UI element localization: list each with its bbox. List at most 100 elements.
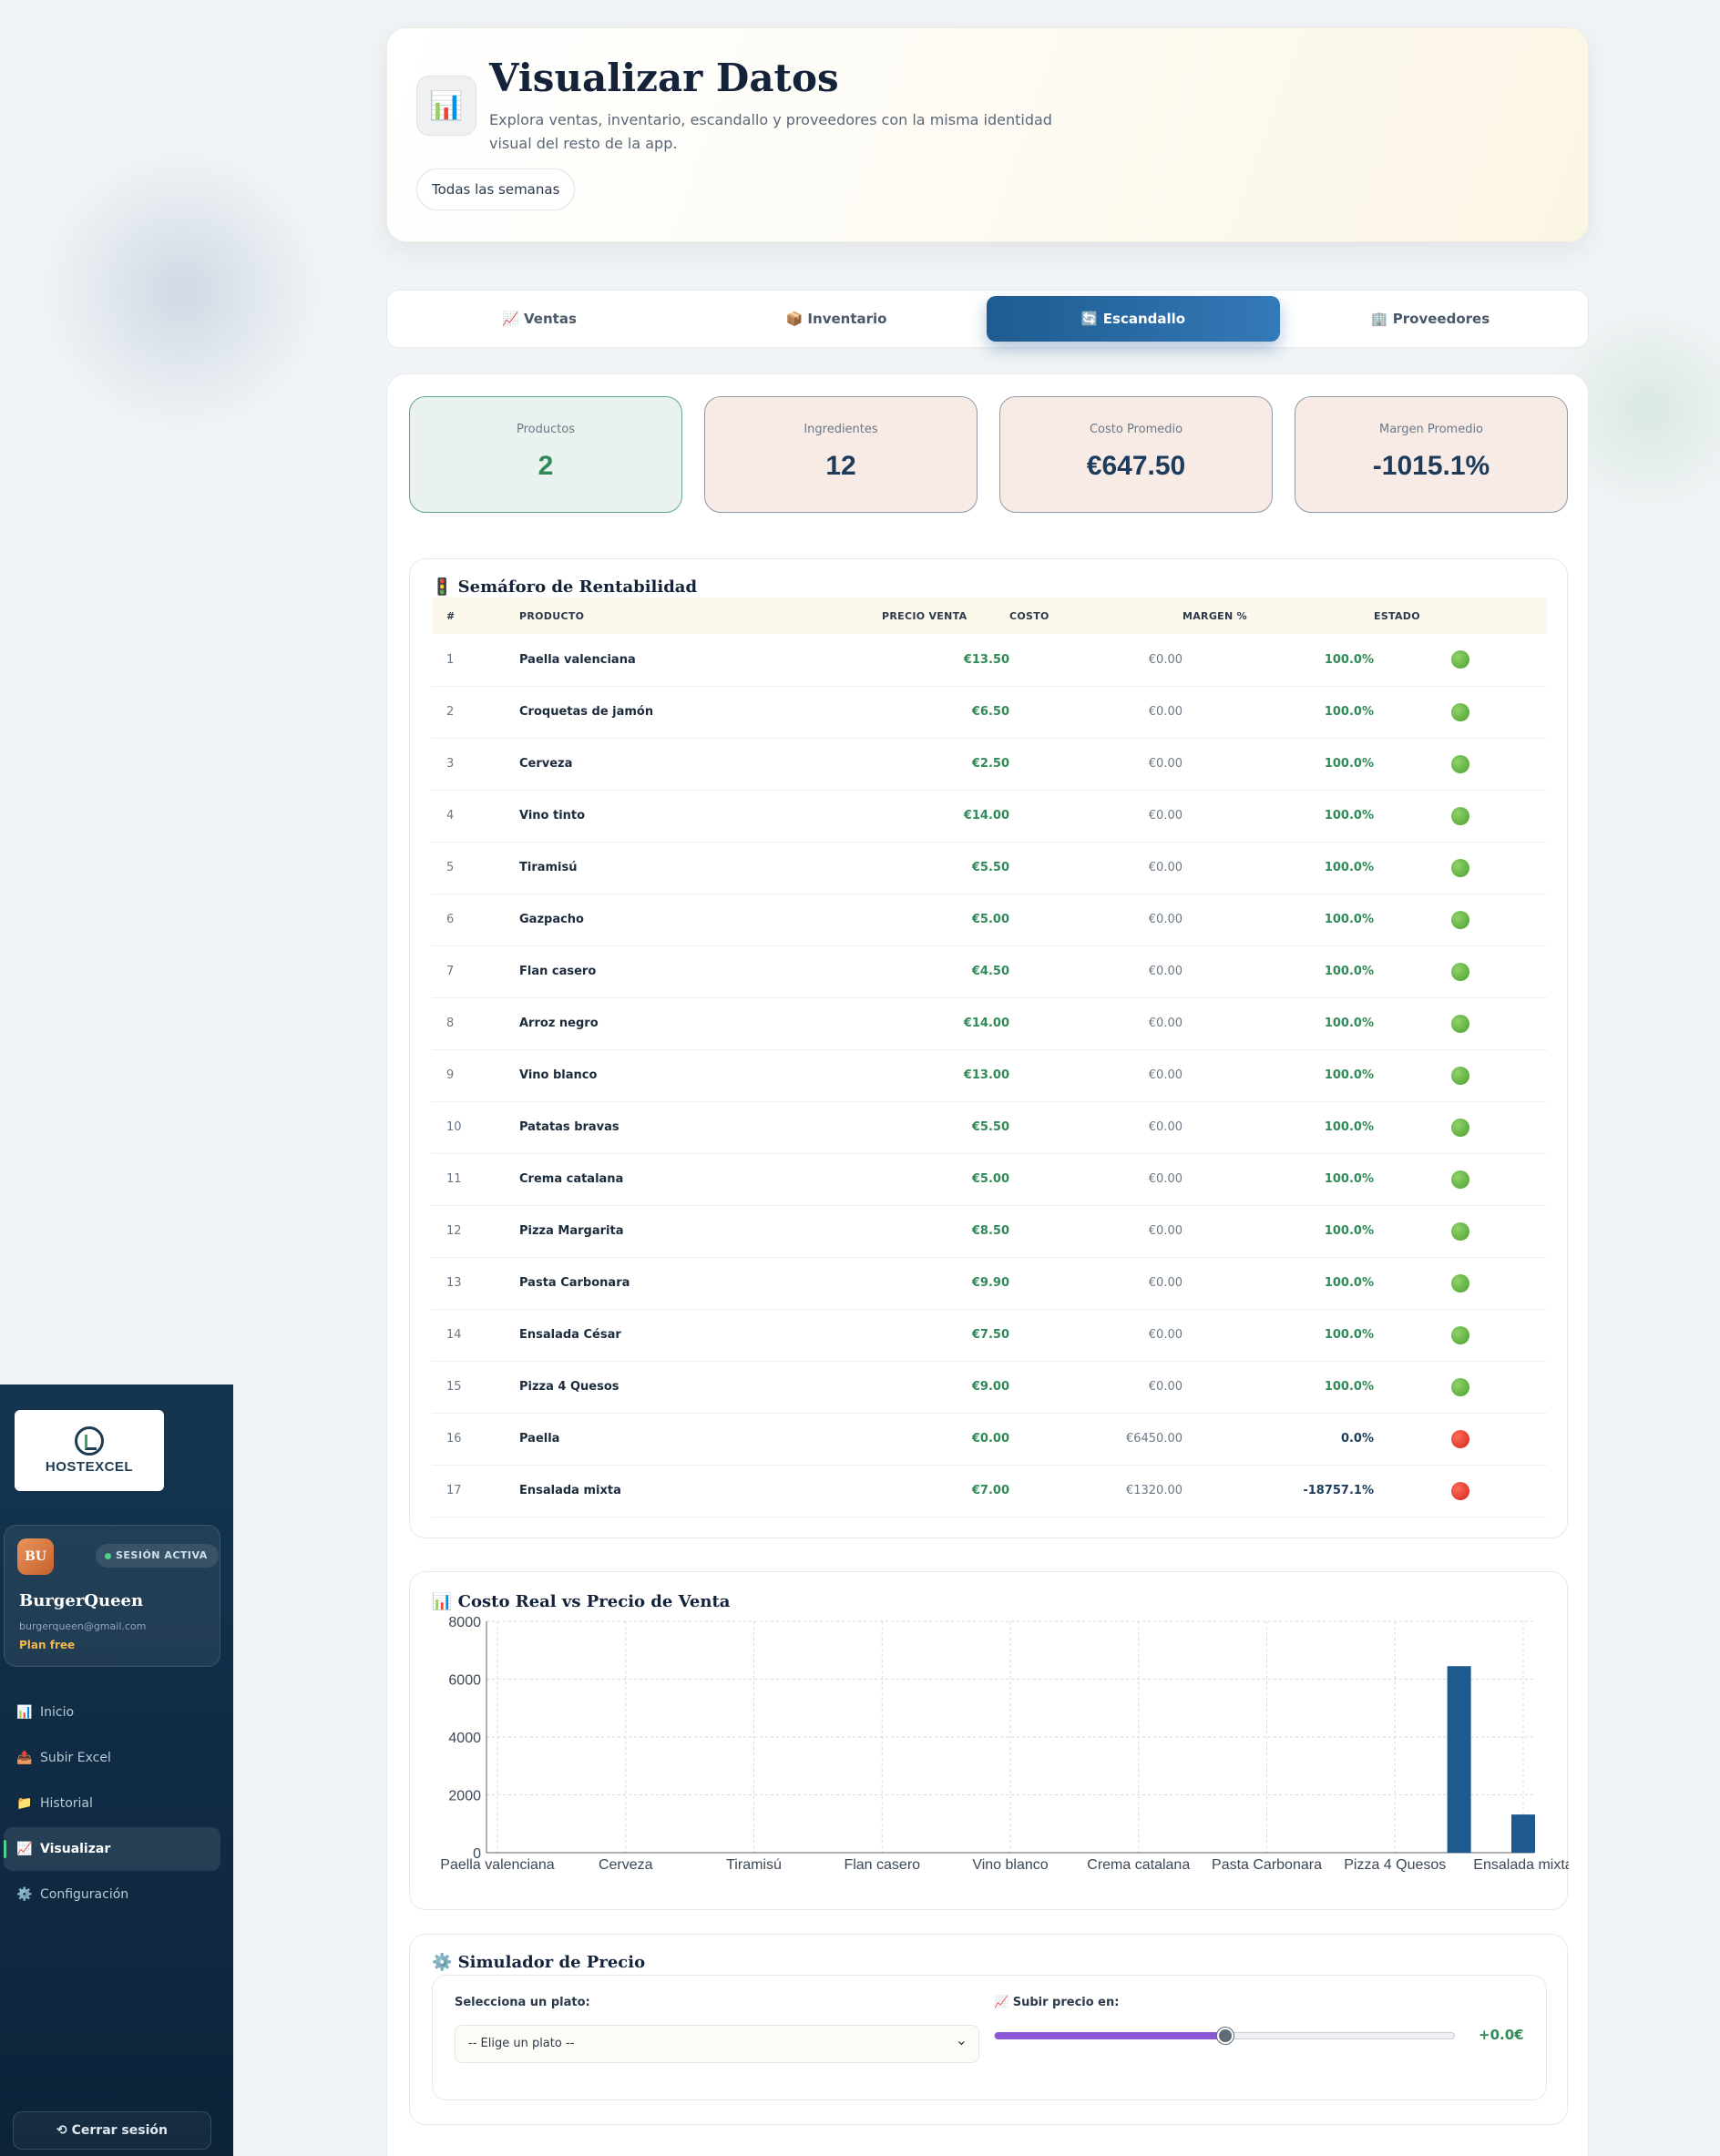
status-cell — [1374, 1205, 1547, 1258]
table-row: 2 Croquetas de jamón €6.50 €0.00 100.0% — [432, 686, 1547, 739]
sidebar-item-configuracion[interactable]: ⚙️ Configuración — [4, 1873, 220, 1916]
x-tick-label: Flan casero — [844, 1857, 920, 1873]
slider-label: 📈 Subir precio en: — [994, 1996, 1120, 2009]
status-cell — [1374, 1049, 1547, 1102]
status-cell — [1374, 1153, 1547, 1206]
kpi-card: Productos 2 — [409, 396, 682, 513]
week-filter-button[interactable]: Todas las semanas — [416, 169, 576, 210]
sale-price: €7.00 — [882, 1465, 1009, 1517]
green-light-icon — [1451, 1377, 1469, 1396]
tab-ventas[interactable]: 📈 Ventas — [502, 311, 577, 327]
product-name: Vino tinto — [519, 790, 882, 843]
column-header: # — [432, 598, 519, 634]
status-cell — [1374, 1413, 1547, 1466]
product-name: Pizza Margarita — [519, 1205, 882, 1258]
slider-fill — [995, 2032, 1225, 2039]
margin-value: 100.0% — [1182, 1309, 1374, 1362]
x-tick-label: Tiramisú — [726, 1857, 782, 1873]
row-number: 3 — [432, 738, 519, 791]
table-row: 6 Gazpacho €5.00 €0.00 100.0% — [432, 894, 1547, 946]
sidebar-item-label: Subir Excel — [40, 1751, 111, 1765]
price-slider[interactable] — [994, 2028, 1455, 2044]
x-tick-label: Cerveza — [599, 1857, 653, 1873]
sale-price: €14.00 — [882, 790, 1009, 843]
sale-price: €6.50 — [882, 686, 1009, 739]
x-tick-label: Crema catalana — [1087, 1857, 1190, 1873]
green-light-icon — [1451, 858, 1469, 877]
simulator-title: ⚙️ Simulador de Precio — [432, 1953, 646, 1972]
y-tick-label: 4000 — [448, 1731, 481, 1746]
row-number: 15 — [432, 1361, 519, 1414]
column-header: PRODUCTO — [519, 598, 882, 634]
page-title: Visualizar Datos — [489, 56, 839, 100]
table-row: 3 Cerveza €2.50 €0.00 100.0% — [432, 738, 1547, 791]
product-name: Croquetas de jamón — [519, 686, 882, 739]
logo-text: HOSTEXCEL — [45, 1459, 134, 1475]
cost-value: €0.00 — [1009, 790, 1182, 843]
kpi-card: Costo Promedio €647.50 — [999, 396, 1273, 513]
table-row: 1 Paella valenciana €13.50 €0.00 100.0% — [432, 634, 1547, 687]
margin-value: -18757.1% — [1182, 1465, 1374, 1517]
green-light-icon — [1451, 650, 1469, 669]
sidebar-item-historial[interactable]: 📁 Historial — [4, 1782, 220, 1825]
logout-button[interactable]: ⟲ Cerrar sesión — [13, 2111, 211, 2150]
table-row: 12 Pizza Margarita €8.50 €0.00 100.0% — [432, 1205, 1547, 1258]
x-tick-label: Pizza 4 Quesos — [1344, 1857, 1446, 1873]
product-name: Ensalada César — [519, 1309, 882, 1362]
status-cell — [1374, 634, 1547, 687]
cost-value: €0.00 — [1009, 997, 1182, 1050]
product-name: Paella — [519, 1413, 882, 1466]
margin-value: 100.0% — [1182, 1205, 1374, 1258]
sidebar-item-label: Inicio — [40, 1705, 75, 1720]
app-logo[interactable]: HOSTEXCEL — [15, 1410, 164, 1491]
margin-value: 100.0% — [1182, 1049, 1374, 1102]
status-cell — [1374, 1257, 1547, 1310]
column-header: PRECIO VENTA — [882, 598, 1009, 634]
green-light-icon — [1451, 1170, 1469, 1189]
cost-value: €1320.00 — [1009, 1465, 1182, 1517]
x-tick-label: Pasta Carbonara — [1212, 1857, 1322, 1873]
status-cell — [1374, 686, 1547, 739]
status-cell — [1374, 790, 1547, 843]
green-light-icon — [1451, 962, 1469, 981]
sidebar-item-visualizar[interactable]: 📈 Visualizar — [4, 1827, 220, 1871]
product-name: Vino blanco — [519, 1049, 882, 1102]
sidebar-item-label: Configuración — [40, 1887, 129, 1902]
green-light-icon — [1451, 1118, 1469, 1137]
cost-value: €0.00 — [1009, 1309, 1182, 1362]
green-light-icon — [1451, 910, 1469, 929]
sale-price: €14.00 — [882, 997, 1009, 1050]
sidebar-item-subir-excel[interactable]: 📤 Subir Excel — [4, 1736, 220, 1780]
product-name: Patatas bravas — [519, 1101, 882, 1154]
row-number: 4 — [432, 790, 519, 843]
user-plan: Plan free — [19, 1639, 76, 1651]
dish-select[interactable]: -- Elige un plato -- — [455, 2022, 979, 2063]
margin-value: 100.0% — [1182, 945, 1374, 998]
table-row: 4 Vino tinto €14.00 €0.00 100.0% — [432, 790, 1547, 843]
sale-price: €5.00 — [882, 894, 1009, 946]
cost-value: €0.00 — [1009, 1153, 1182, 1206]
tab-proveedores[interactable]: 🏢 Proveedores — [1370, 311, 1490, 327]
product-name: Tiramisú — [519, 842, 882, 894]
status-cell — [1374, 1309, 1547, 1362]
red-light-icon — [1451, 1429, 1469, 1448]
cost-value: €0.00 — [1009, 1101, 1182, 1154]
table-row: 7 Flan casero €4.50 €0.00 100.0% — [432, 945, 1547, 998]
y-tick-label: 2000 — [448, 1789, 481, 1804]
green-light-icon — [1451, 1221, 1469, 1241]
tab-escandallo[interactable]: 🔄 Escandallo — [987, 296, 1280, 342]
y-tick-label: 0 — [473, 1846, 481, 1862]
sidebar: HOSTEXCEL BU SESIÓN ACTIVA BurgerQueen b… — [0, 1385, 233, 2156]
table-row: 8 Arroz negro €14.00 €0.00 100.0% — [432, 997, 1547, 1050]
margin-value: 100.0% — [1182, 894, 1374, 946]
y-tick-label: 8000 — [448, 1615, 481, 1630]
product-name: Flan casero — [519, 945, 882, 998]
cost-vs-price-chart: 0 2000 4000 6000 8000 Paella valenciana Cervez… — [440, 1615, 1569, 1873]
tab-inventario[interactable]: 📦 Inventario — [785, 311, 887, 327]
sale-price: €9.90 — [882, 1257, 1009, 1310]
slider-handle[interactable] — [1217, 2028, 1234, 2044]
sidebar-item-inicio[interactable]: 📊 Inicio — [4, 1691, 220, 1734]
status-cell — [1374, 1101, 1547, 1154]
product-name: Gazpacho — [519, 894, 882, 946]
sale-price: €2.50 — [882, 738, 1009, 791]
